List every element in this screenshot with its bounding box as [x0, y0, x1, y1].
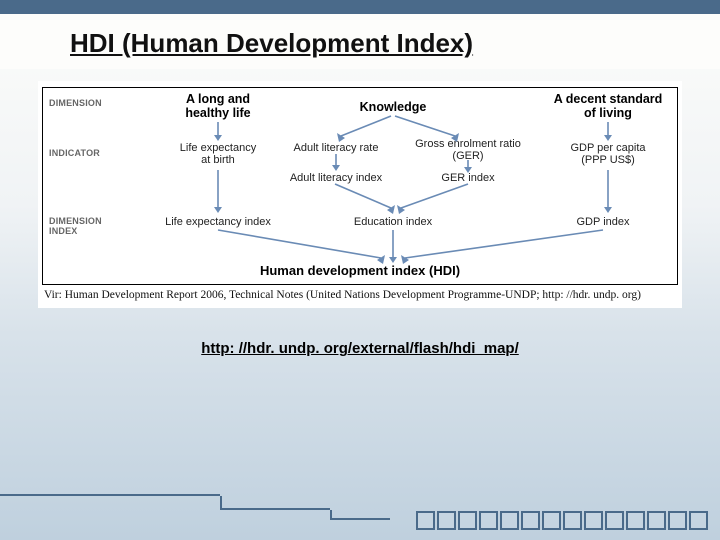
row-label-dimension: DIMENSION: [49, 98, 102, 108]
diagram-container: DIMENSION INDICATOR DIMENSION INDEX A lo…: [38, 81, 682, 308]
arrow-icon: [603, 122, 613, 142]
title-area: HDI (Human Development Index): [0, 14, 720, 69]
col-head-health: A long and healthy life: [163, 92, 273, 121]
top-accent-bar: [0, 0, 720, 14]
footer-decoration: [0, 480, 720, 540]
arrow-icon: [603, 170, 613, 214]
dimidx-life: Life expectancy index: [153, 216, 283, 228]
col-head-living: A decent standard of living: [543, 92, 673, 121]
arrow-icon: [333, 116, 473, 142]
arrow-icon: [213, 122, 223, 142]
external-link-line: http: //hdr. undp. org/external/flash/hd…: [0, 340, 720, 357]
page-title: HDI (Human Development Index): [70, 28, 670, 59]
arrow-icon: [463, 160, 473, 174]
arrow-icon: [323, 184, 483, 216]
arrow-icon: [143, 230, 623, 268]
arrow-icon: [331, 154, 341, 172]
row-label-indicator: INDICATOR: [49, 148, 100, 158]
col-head-knowledge: Knowledge: [333, 100, 453, 114]
indicator-literacy-rate: Adult literacy rate: [281, 142, 391, 154]
footer-squares: [416, 511, 708, 530]
indicator-literacy-index: Adult literacy index: [281, 172, 391, 184]
indicator-gdp: GDP per capita (PPP US$): [548, 142, 668, 166]
dimidx-edu: Education index: [343, 216, 443, 228]
hdi-diagram: DIMENSION INDICATOR DIMENSION INDEX A lo…: [42, 87, 678, 285]
hdi-map-link[interactable]: http: //hdr. undp. org/external/flash/hd…: [201, 340, 519, 357]
diagram-caption: Vir: Human Development Report 2006, Tech…: [42, 285, 678, 304]
dimidx-gdp: GDP index: [563, 216, 643, 228]
row-label-dim-index: DIMENSION INDEX: [49, 216, 102, 236]
arrow-icon: [213, 170, 223, 214]
indicator-life-exp: Life expectancy at birth: [168, 142, 268, 166]
